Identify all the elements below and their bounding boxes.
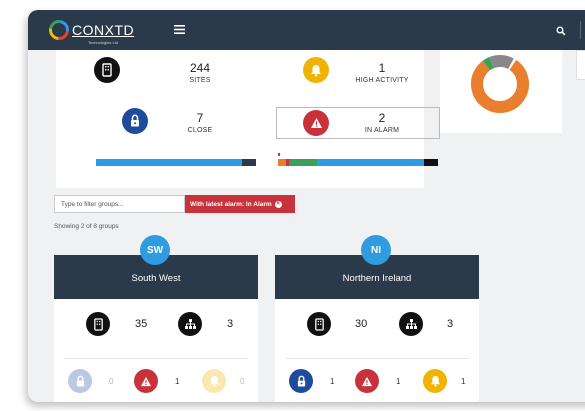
in-alarm-box[interactable] (276, 107, 440, 139)
showing-groups-text: Showing 2 of 8 groups (54, 223, 119, 230)
close-icon[interactable]: × (274, 200, 282, 208)
group-badge-sw: SW (140, 235, 170, 265)
alarm-progress-bar (278, 159, 438, 166)
toolbar-separator (580, 21, 585, 39)
status-donut-chart (471, 55, 529, 113)
filter-chip-label: With latest alarm: In Alarm (190, 200, 272, 208)
subgroups-count: 3 (227, 318, 234, 330)
bell-icon (303, 57, 329, 83)
close-label: CLOSE (187, 127, 213, 134)
close-count: 7 (196, 111, 204, 125)
stats-card: 244 SITES 1 HIGH ACTIVITY 7 CLOSE 2 IN A… (56, 50, 440, 188)
alarm-marker (278, 153, 280, 156)
sites-count: 35 (135, 318, 148, 330)
activity-count: 1 (461, 377, 466, 386)
lock-icon (289, 369, 313, 393)
sites-count: 244 (189, 61, 211, 75)
high-activity-label: HIGH ACTIVITY (355, 77, 409, 84)
group-badge-ni: NI (361, 235, 391, 265)
sites-label: SITES (189, 77, 211, 84)
in-alarm-count: 2 (378, 111, 386, 125)
close-progress-bar (96, 159, 256, 166)
lock-icon (68, 369, 92, 393)
logo-ring-icon (48, 19, 70, 41)
group-title: Northern Ireland (275, 255, 479, 299)
divider (285, 358, 469, 359)
alarm-count: 1 (175, 377, 180, 386)
building-icon (86, 312, 110, 336)
donut-chart-card (440, 50, 562, 133)
building-icon (94, 57, 120, 83)
warning-icon (134, 369, 158, 393)
group-card-northern-ireland[interactable]: Northern Ireland 30 3 1 1 1 (275, 255, 479, 402)
subgroups-count: 3 (447, 318, 454, 330)
close-count: 1 (330, 377, 335, 386)
alarm-count: 1 (396, 377, 401, 386)
logo-subtext: Technologies Ltd (88, 40, 119, 45)
in-alarm-label: IN ALARM (364, 127, 400, 134)
side-card (576, 50, 585, 80)
warning-icon (303, 110, 329, 136)
lock-icon (122, 108, 148, 134)
divider (64, 358, 248, 359)
hierarchy-icon (399, 312, 423, 336)
app-window: CONXTD Technologies Ltd 244 SITES 1 HIGH… (28, 10, 585, 402)
activity-count: 0 (240, 377, 245, 386)
building-icon (307, 312, 331, 336)
sites-count: 30 (355, 318, 368, 330)
alarm-filter-chip[interactable]: With latest alarm: In Alarm × (185, 195, 295, 213)
group-card-south-west[interactable]: South West 35 3 0 1 0 (54, 255, 258, 402)
hamburger-icon[interactable] (174, 23, 186, 37)
logo-text: CONXTD (72, 22, 135, 38)
search-icon[interactable] (556, 23, 566, 41)
hierarchy-icon (178, 312, 202, 336)
close-count: 0 (109, 377, 114, 386)
high-activity-count: 1 (378, 61, 386, 75)
bell-icon (423, 369, 447, 393)
warning-icon (355, 369, 379, 393)
bell-icon (202, 369, 226, 393)
logo[interactable]: CONXTD Technologies Ltd (48, 19, 135, 45)
group-filter-input[interactable]: Type to filter groups... (54, 195, 185, 213)
top-bar: CONXTD Technologies Ltd (28, 10, 585, 50)
